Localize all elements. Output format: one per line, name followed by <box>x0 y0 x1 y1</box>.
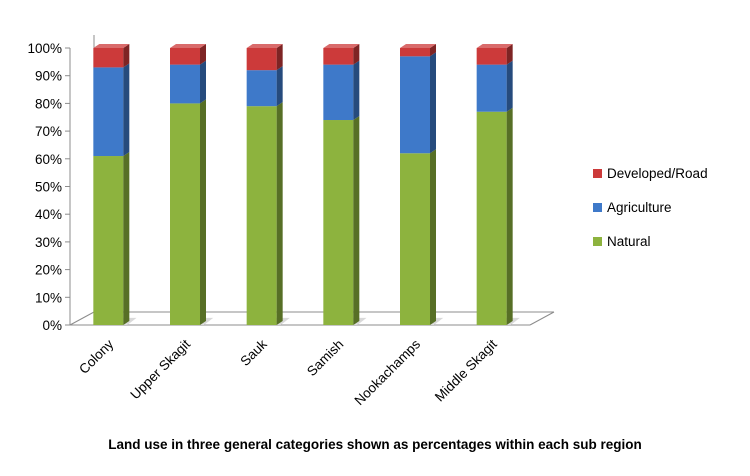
bar-front <box>400 153 430 325</box>
bar-side <box>123 63 130 157</box>
bar-front <box>323 48 354 65</box>
bar-top <box>323 44 360 48</box>
bar-side <box>353 116 360 326</box>
y-tick-labels: 0% 10% 20% 30% 40% 50% 60% 70% 80% 90% 100% <box>27 41 70 333</box>
bar-segment-agriculture <box>170 60 206 104</box>
bar-side <box>430 149 436 325</box>
bar-segment-natural <box>93 152 130 325</box>
bar-front <box>170 103 200 326</box>
bar-front <box>246 106 277 325</box>
bar-top <box>93 44 130 48</box>
bar-side <box>276 102 283 325</box>
bar-segment-natural <box>170 99 206 326</box>
bar-side <box>430 52 436 154</box>
bar-segment-agriculture <box>93 63 130 157</box>
chart-caption: Land use in three general categories sho… <box>108 437 642 452</box>
bar-top <box>476 44 513 48</box>
bar-front <box>400 56 430 154</box>
x-category-label: Upper Skagit <box>127 336 193 402</box>
y-tick-label: 70% <box>35 124 62 139</box>
bar-front <box>323 120 354 326</box>
bar-front <box>400 48 430 57</box>
legend-label: Natural <box>607 234 651 249</box>
legend-swatch <box>593 237 602 246</box>
bars-layer <box>93 44 520 326</box>
legend: Developed/Road Agriculture Natural <box>593 166 708 249</box>
x-category-label: Colony <box>76 336 116 376</box>
y-tick-label: 0% <box>42 318 62 333</box>
y-tick-label: 40% <box>35 207 62 222</box>
x-category-label: Nookachamps <box>351 336 423 408</box>
bar-side <box>353 44 360 65</box>
bar-front <box>170 64 200 104</box>
bar-segment-developed-road <box>93 44 130 68</box>
legend-label: Agriculture <box>607 200 672 215</box>
bar-segment-agriculture <box>246 66 283 107</box>
bar-side <box>506 60 513 112</box>
bar-front <box>323 64 354 121</box>
legend-item: Natural <box>593 234 651 249</box>
y-tick-label: 30% <box>35 235 62 250</box>
bar-front <box>246 70 277 107</box>
y-tick-label: 100% <box>27 41 62 56</box>
x-category-label: Middle Skagit <box>432 336 500 404</box>
bar-segment-agriculture <box>476 60 513 112</box>
bar-front <box>246 48 277 71</box>
bar-top <box>246 44 283 48</box>
x-category-label: Samish <box>304 337 346 379</box>
bar-segment-developed-road <box>400 44 436 57</box>
bar-front <box>476 111 507 326</box>
bar-top <box>170 44 206 48</box>
bar-side <box>200 99 206 326</box>
bar-side <box>506 107 513 326</box>
bar-segment-natural <box>323 116 360 326</box>
floor-right-edge <box>529 311 555 326</box>
bar-front <box>170 48 200 65</box>
bar-side <box>123 44 130 68</box>
bar-side <box>506 44 513 65</box>
bar-top <box>400 44 436 48</box>
bar-segment-developed-road <box>476 44 513 65</box>
bar-front <box>93 156 124 325</box>
legend-swatch <box>593 203 602 212</box>
x-category-label: Sauk <box>237 336 270 369</box>
legend-swatch <box>593 169 602 178</box>
legend-item: Agriculture <box>593 200 672 215</box>
bar-segment-agriculture <box>400 52 436 154</box>
y-tick-label: 80% <box>35 96 62 111</box>
bar-front <box>476 48 507 65</box>
bar-front <box>93 48 124 68</box>
legend-item: Developed/Road <box>593 166 708 181</box>
y-tick-label: 10% <box>35 290 62 305</box>
bar-side <box>276 44 283 71</box>
bar-side <box>200 60 206 104</box>
bar-front <box>476 64 507 112</box>
bar-segment-agriculture <box>323 60 360 121</box>
y-tick-label: 90% <box>35 69 62 84</box>
bar-side <box>353 60 360 121</box>
bar-side <box>430 44 436 57</box>
legend-label: Developed/Road <box>607 166 708 181</box>
floor-left-edge <box>69 311 95 326</box>
bar-segment-natural <box>400 149 436 325</box>
x-category-labels: Colony Upper Skagit Sauk Samish Nookachamps M… <box>76 336 500 408</box>
bar-segment-developed-road <box>246 44 283 71</box>
y-tick-label: 50% <box>35 180 62 195</box>
y-tick-label: 60% <box>35 152 62 167</box>
bar-side <box>276 66 283 107</box>
bar-side <box>200 44 206 65</box>
bar-segment-developed-road <box>170 44 206 65</box>
bar-front <box>93 67 124 157</box>
y-tick-label: 20% <box>35 263 62 278</box>
bar-side <box>123 152 130 325</box>
bar-segment-natural <box>246 102 283 325</box>
bar-segment-natural <box>476 107 513 326</box>
bar-segment-developed-road <box>323 44 360 65</box>
